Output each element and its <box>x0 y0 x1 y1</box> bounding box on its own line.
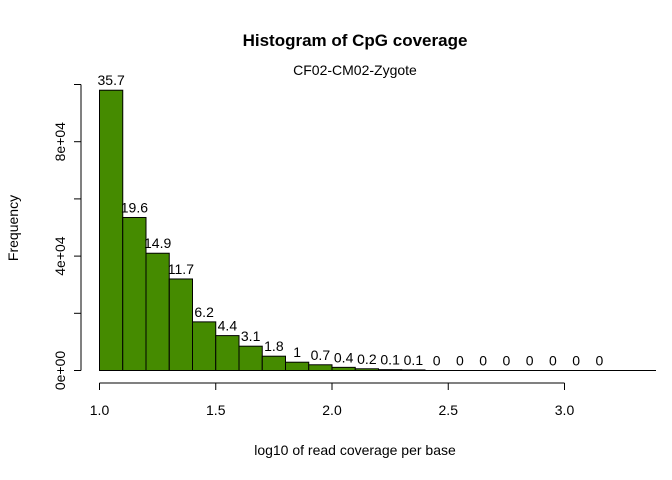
bar-value-label: 11.7 <box>168 261 194 277</box>
histogram-bar <box>99 89 124 371</box>
y-tick-label: 0e+00 <box>52 351 68 391</box>
y-tick-label: 4e+04 <box>52 236 68 276</box>
bar-value-label: 0.2 <box>357 351 377 367</box>
histogram-bar <box>168 278 193 372</box>
bar-value-label: 0 <box>572 353 580 369</box>
bars-group <box>99 89 426 372</box>
bar-value-label: 0 <box>549 353 557 369</box>
bar-value-label: 6.2 <box>194 304 214 320</box>
histogram-bar <box>238 345 263 372</box>
bar-value-label: 0.4 <box>334 349 354 365</box>
x-tick-label: 3.0 <box>555 402 575 418</box>
bar-value-label: 14.9 <box>144 235 171 251</box>
histogram-bar <box>308 364 333 371</box>
x-tick-label: 2.5 <box>439 402 459 418</box>
bar-value-label: 0.1 <box>404 352 424 368</box>
x-axis: 1.0 1.5 2.0 2.5 3.0 <box>90 370 656 418</box>
histogram-bar <box>215 335 240 371</box>
bar-value-label: 0 <box>526 353 534 369</box>
bar-value-label: 1 <box>293 344 301 360</box>
histogram-bar <box>192 321 217 372</box>
histogram-bar <box>122 216 147 371</box>
bar-value-label: 0 <box>433 353 441 369</box>
y-axis: 0e+00 4e+04 8e+04 <box>52 84 82 391</box>
chart-title: Histogram of CpG coverage <box>243 31 468 50</box>
x-axis-label: log10 of read coverage per base <box>254 442 456 458</box>
bar-labels-group: 35.719.614.911.76.24.43.11.8 1 0.7 0.4 0.2 0.… <box>98 72 604 368</box>
bar-value-label: 0 <box>456 353 464 369</box>
bar-value-label: 0.7 <box>311 347 331 363</box>
y-axis-label: Frequency <box>5 195 21 261</box>
bar-value-label: 0 <box>479 353 487 369</box>
x-tick-label: 1.0 <box>90 402 110 418</box>
x-tick-label: 2.0 <box>322 402 342 418</box>
histogram-bar <box>285 361 310 371</box>
chart-subtitle: CF02-CM02-Zygote <box>293 62 417 78</box>
bar-value-label: 3.1 <box>241 328 261 344</box>
bar-value-label: 19.6 <box>121 199 148 215</box>
y-tick-label: 8e+04 <box>52 122 68 162</box>
bar-value-label: 1.8 <box>264 338 284 354</box>
bar-value-label: 0 <box>502 353 510 369</box>
bar-value-label: 35.7 <box>98 72 125 88</box>
histogram-bar <box>261 355 286 372</box>
x-tick-label: 1.5 <box>206 402 226 418</box>
bar-value-label: 4.4 <box>218 318 238 334</box>
bar-value-label: 0.1 <box>380 352 400 368</box>
histogram-bar <box>145 252 170 372</box>
bar-value-label: 0 <box>595 353 603 369</box>
